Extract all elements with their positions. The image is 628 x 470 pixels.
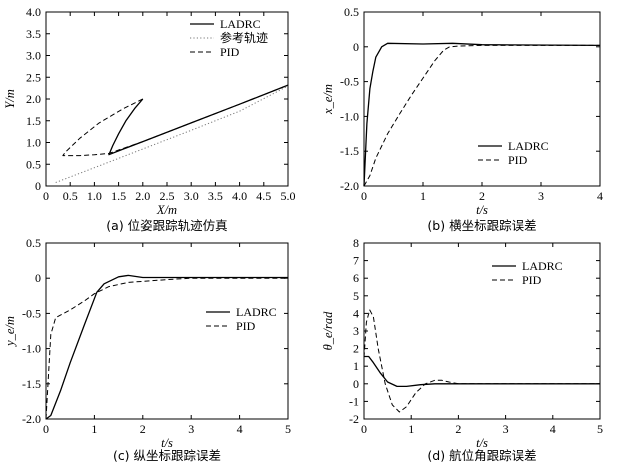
y-tick-label: 5 [353,289,359,303]
y-tick-label: 0.5 [26,157,41,171]
x-tick-label: 1 [408,422,414,436]
x-tick-label: 4.5 [256,189,271,203]
series-line-dashed [363,44,600,187]
y-axis-label: y_e/m [3,316,17,348]
x-axis-label: X/m [156,203,177,217]
y-tick-label: 1 [353,359,359,373]
y-tick-label: 4.0 [26,5,41,19]
panel-x-error: 0 1 2 3 4 -2.0 -1.5 -1.0 -0.5 0 0.5 t/s x_e/m (b) 横坐标… [321,5,603,233]
series-line-solid [45,274,288,420]
y-tick-label: -1.0 [340,109,359,123]
panel-caption: (c) 纵坐标跟踪误差 [113,448,221,463]
x-tick-label: 2.5 [160,189,175,203]
y-tick-label: 7 [353,254,359,268]
panel-trajectory: 0 0.5 1.0 1.5 2.0 2.5 3.0 3.5 4.0 4.5 5.0 0 0.5 1.0 1.… [3,5,296,233]
x-tick-label: 1 [420,189,426,203]
y-tick-label: 2.0 [26,92,41,106]
legend-entry: LADRC [236,305,277,319]
x-tick-label: 4.0 [232,189,247,203]
x-axis-label: t/s [161,436,173,450]
legend-entry: 参考轨迹 [220,30,268,45]
panel-caption: (b) 横坐标跟踪误差 [427,218,536,233]
y-tick-label: 6 [353,271,359,285]
legend-entry: LADRC [220,17,261,31]
y-tick-label: 8 [353,236,359,250]
y-tick-label: -0.5 [22,306,41,320]
y-tick-label: 3 [353,324,359,338]
legend-entry: PID [220,45,240,59]
y-tick-label: 0 [35,179,41,193]
x-tick-label: 3 [538,189,544,203]
x-tick-label: 2.0 [135,189,150,203]
x-tick-label: 1.5 [111,189,126,203]
legend-entry: PID [236,319,256,333]
y-tick-label: -1.5 [22,377,41,391]
y-tick-label: 0 [353,40,359,54]
y-axis-label: θ_e/rad [321,311,335,351]
y-tick-label: 1.5 [26,114,41,128]
y-tick-label: 3.0 [26,49,41,63]
series-line-dashed [62,84,289,157]
x-tick-label: 2 [140,422,146,436]
y-tick-label: 3.5 [26,27,41,41]
x-tick-label: 3.5 [208,189,223,203]
y-axis-label: Y/m [3,89,17,108]
series-line-dashed [363,309,600,413]
legend-entry: LADRC [522,259,563,273]
x-tick-label: 5 [597,422,603,436]
y-tick-label: 0 [35,271,41,285]
x-tick-label: 3 [503,422,509,436]
plot-frame [45,242,289,420]
y-tick-label: -2.0 [22,412,41,426]
x-tick-label: 5.0 [281,189,296,203]
panel-caption: (a) 位姿跟踪轨迹仿真 [106,218,227,233]
x-tick-label: 4 [597,189,603,203]
series-line-dotted [55,85,289,183]
y-tick-label: 1.0 [26,136,41,150]
y-tick-label: -0.5 [340,75,359,89]
y-tick-label: 2 [353,342,359,356]
y-tick-label: -1.5 [340,144,359,158]
x-axis-label: t/s [476,203,488,217]
y-tick-label: -1.0 [22,342,41,356]
series-line-solid [363,42,601,187]
y-tick-label: 4 [353,306,359,320]
y-tick-label: 0.5 [26,236,41,250]
plot-frame [363,242,601,420]
x-tick-label: 0.5 [63,189,78,203]
x-tick-label: 3.0 [184,189,199,203]
y-tick-label: -2.0 [340,179,359,193]
y-axis-label: x_e/m [321,84,335,115]
y-tick-label: 0.5 [344,5,359,19]
legend-entry: PID [508,153,528,167]
x-axis-label: t/s [476,436,488,450]
x-tick-label: 4 [550,422,556,436]
x-tick-label: 1.0 [87,189,102,203]
x-tick-label: 5 [285,422,291,436]
x-tick-label: 2 [455,422,461,436]
y-tick-label: -2 [349,412,359,426]
panel-y-error: 0 1 2 3 4 5 -2.0 -1.5 -1.0 -0.5 0 0.5 t/s y_e/m (c) 纵坐… [3,236,291,463]
legend-entry: PID [522,273,542,287]
x-tick-label: 4 [237,422,243,436]
x-tick-label: 0 [361,189,367,203]
x-tick-label: 0 [43,422,49,436]
x-tick-label: 3 [188,422,194,436]
y-tick-label: 2.5 [26,70,41,84]
panel-caption: (d) 航位角跟踪误差 [427,448,536,463]
series-line-solid [364,355,600,388]
x-tick-label: 2 [479,189,485,203]
y-tick-label: -1 [349,394,359,408]
x-tick-label: 0 [361,422,367,436]
legend-entry: LADRC [508,139,549,153]
x-tick-label: 1 [91,422,97,436]
x-tick-label: 0 [43,189,49,203]
y-tick-label: 0 [353,377,359,391]
series-line-dashed [45,277,288,420]
